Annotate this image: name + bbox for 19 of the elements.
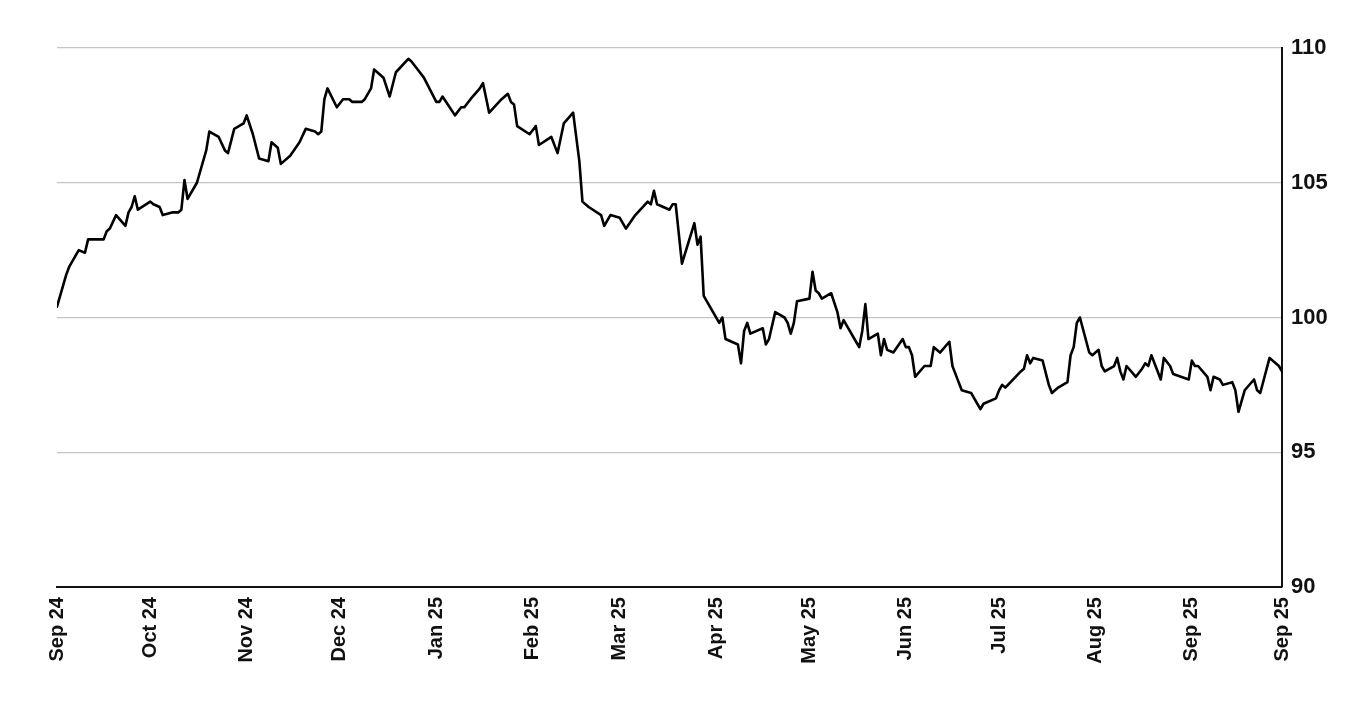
- x-tick-label: Jun 25: [893, 597, 916, 661]
- x-tick-label: Apr 25: [703, 597, 726, 660]
- x-tick-label: Sep 25: [1179, 597, 1202, 662]
- x-tick-label: Feb 25: [520, 597, 543, 661]
- x-tick-label: Dec 24: [327, 596, 350, 662]
- x-tick-label: Nov 24: [234, 596, 257, 663]
- x-tick-label: Aug 25: [1082, 597, 1105, 664]
- x-tick-label: Sep 24: [44, 596, 67, 662]
- y-tick-label: 95: [1291, 438, 1316, 464]
- y-tick-label: 105: [1291, 168, 1328, 194]
- x-tick-label: Jan 25: [423, 597, 446, 660]
- y-tick-label: 110: [1291, 34, 1327, 60]
- y-tick-label: 100: [1291, 303, 1328, 329]
- x-tick-label: Oct 24: [137, 596, 160, 659]
- y-tick-label: 90: [1291, 573, 1316, 599]
- x-tick-label: Jul 25: [986, 597, 1009, 654]
- x-tick-label: Mar 25: [607, 597, 630, 661]
- x-tick-label: Sep 25: [1269, 597, 1292, 662]
- x-tick-label: May 25: [796, 597, 819, 664]
